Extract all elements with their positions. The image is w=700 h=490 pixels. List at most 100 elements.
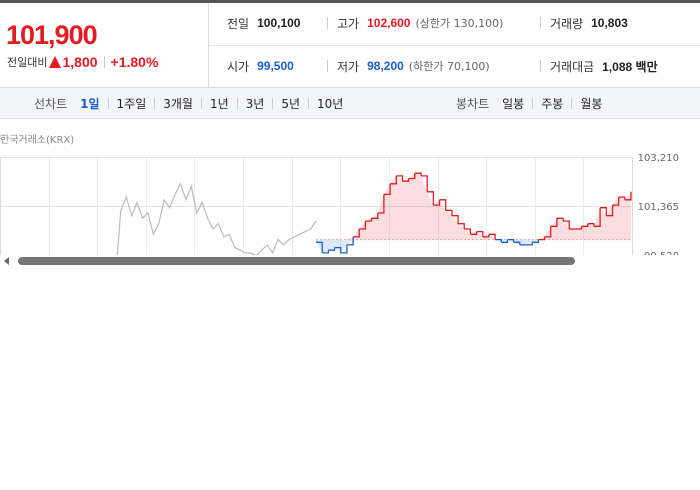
today-line-segment: [414, 172, 422, 176]
high-cell: 고가 102,600 (상한가 130,100): [327, 15, 504, 31]
today-line-segment: [593, 207, 601, 227]
tab-divider: [200, 98, 202, 109]
turnover-label: 거래대금: [550, 59, 595, 74]
chart-period-tabs: 선차트 1일 1주일 3개월 1년 3년 5년 10년 봉차트 일봉 주봉 월봉: [0, 88, 700, 119]
today-line-segment: [550, 218, 558, 227]
prev-day-line: [116, 182, 317, 255]
tab-10-years[interactable]: 10년: [317, 97, 344, 111]
volume-cell: 거래량 10,803: [540, 15, 628, 31]
upper-limit: (상한가 130,100): [415, 17, 504, 30]
today-line-segment: [383, 183, 391, 196]
today-line-segment: [433, 199, 441, 206]
intraday-price-chart: 103,210 101,365 99,520: [0, 153, 679, 255]
quote-summary-grid: 전일 100,100 고가 102,600 (상한가 130,100) 거래량 …: [209, 3, 700, 88]
y-tick-label: 103,210: [638, 153, 679, 164]
tab-1-year[interactable]: 1년: [209, 97, 229, 111]
tab-1-day[interactable]: 1일: [80, 97, 100, 111]
volume-label: 거래량: [550, 16, 584, 31]
today-line-segment: [390, 175, 397, 185]
today-line-segment: [408, 173, 416, 180]
today-line-segment: [445, 209, 453, 216]
open-value: 99,500: [257, 59, 294, 73]
y-tick-label: 99,520: [644, 251, 679, 255]
today-line-segment: [495, 238, 502, 243]
today-line-segment: [316, 241, 323, 253]
tab-divider: [571, 98, 573, 109]
today-line-segment: [476, 230, 484, 237]
scroll-left-arrow-icon[interactable]: [4, 257, 9, 265]
today-line-segment: [501, 239, 509, 243]
today-line-segment: [402, 178, 410, 182]
turnover-cell: 거래대금 1,088 백만: [540, 58, 658, 74]
tab-daily-candle[interactable]: 일봉: [502, 97, 525, 111]
current-price-panel: 101,900 전일대비 1,800 +1.80%: [0, 3, 209, 88]
up-area-fill: [316, 173, 631, 240]
tab-5-years[interactable]: 5년: [281, 97, 301, 111]
today-line-segment: [334, 246, 342, 253]
today-line-segment: [439, 199, 447, 211]
open-cell: 시가 99,500: [227, 58, 294, 74]
current-price: 101,900: [6, 20, 98, 50]
change-label: 전일대비: [7, 56, 48, 69]
today-line-segment: [587, 223, 595, 227]
change-rate: +1.80%: [110, 54, 159, 70]
today-line-segment: [544, 226, 552, 238]
today-line-segment: [482, 234, 490, 238]
today-line-segment: [421, 175, 428, 192]
low-label: 저가: [337, 59, 360, 74]
change-value: 1,800: [62, 54, 98, 70]
tab-3-years[interactable]: 3년: [245, 97, 265, 111]
up-arrow-icon: [49, 56, 62, 68]
today-line-segment: [427, 191, 435, 206]
prev-close-value: 100,100: [257, 16, 301, 30]
divider: [327, 60, 328, 72]
lower-limit: (하한가 70,100): [408, 60, 490, 73]
prev-close-label: 전일: [227, 16, 250, 31]
today-line-segment: [365, 218, 373, 222]
top-border: [0, 0, 700, 3]
candle-chart-label: 봉차트: [456, 97, 490, 111]
price-change-row: 전일대비 1,800 +1.80%: [7, 54, 158, 70]
today-line-segment: [451, 215, 459, 224]
today-line-segment: [464, 228, 472, 235]
volume-value: 10,803: [591, 16, 628, 30]
today-line-segment: [507, 238, 515, 243]
tab-weekly-candle[interactable]: 주봉: [541, 97, 564, 111]
today-line-segment: [396, 175, 404, 182]
today-line-segment: [488, 233, 496, 240]
today-line-segment: [340, 244, 348, 254]
tab-divider: [308, 98, 310, 109]
divider: [540, 60, 541, 72]
today-line-segment: [581, 223, 589, 227]
line-chart-tabs: 선차트 1일 1주일 3개월 1년 3년 5년 10년: [34, 88, 345, 119]
low-value: 98,200: [367, 59, 404, 73]
today-line-segment: [513, 241, 521, 245]
tab-1-week[interactable]: 1주일: [116, 97, 147, 111]
divider: [540, 17, 541, 29]
line-chart-label: 선차트: [34, 97, 68, 111]
tab-divider: [107, 98, 109, 109]
tab-3-months[interactable]: 3개월: [163, 97, 193, 111]
today-line-segment: [618, 196, 626, 200]
tab-divider: [154, 98, 156, 109]
today-line-segment: [606, 205, 614, 217]
today-line-segment: [556, 217, 564, 221]
tab-monthly-candle[interactable]: 월봉: [580, 97, 603, 111]
tab-divider: [236, 98, 238, 109]
high-label: 고가: [337, 16, 360, 31]
chart-scrollbar[interactable]: [0, 254, 700, 268]
down-area-fill: [316, 239, 631, 253]
today-line-segment: [470, 231, 478, 235]
today-line-segment: [458, 223, 465, 229]
scroll-thumb[interactable]: [18, 257, 575, 265]
y-tick-label: 101,365: [638, 202, 679, 213]
today-line-segment: [624, 191, 632, 201]
divider: [327, 17, 328, 29]
open-label: 시가: [227, 59, 250, 74]
today-line-segment: [346, 236, 354, 246]
high-value: 102,600: [367, 16, 411, 30]
prev-close-cell: 전일 100,100: [227, 15, 300, 31]
low-cell: 저가 98,200 (하한가 70,100): [327, 58, 490, 74]
tab-divider: [532, 98, 534, 109]
turnover-value: 1,088 백만: [602, 59, 658, 74]
